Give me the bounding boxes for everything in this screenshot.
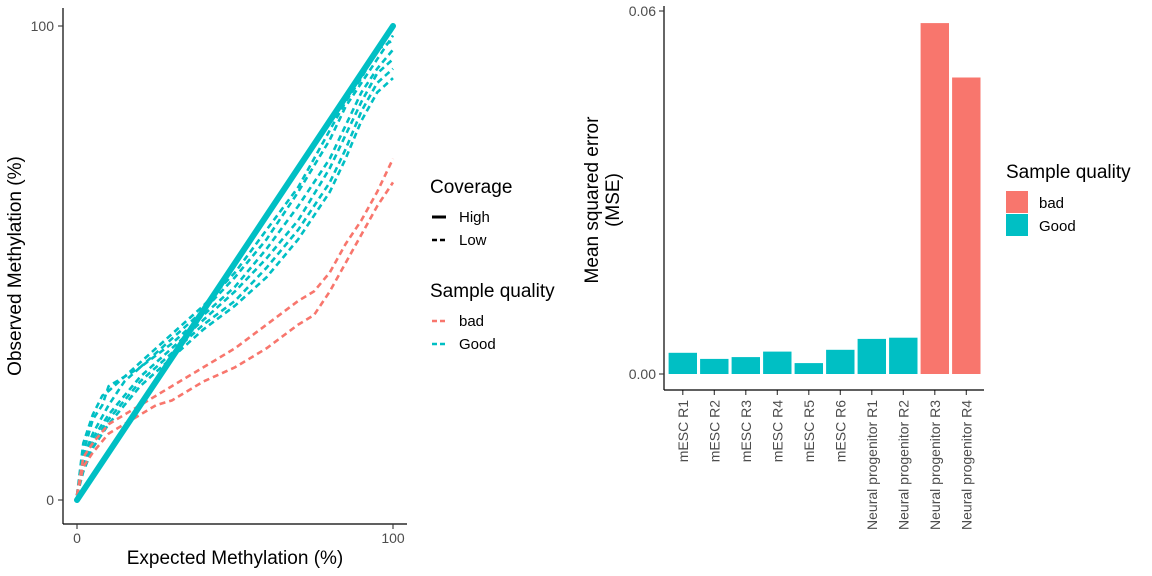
right-x-tick-label: Neural progenitor R4 bbox=[958, 400, 974, 530]
line-series-good-low bbox=[75, 58, 394, 496]
legend-label-high: High bbox=[459, 209, 490, 226]
bar-chart-legend: Sample quality bad Good bbox=[1006, 162, 1131, 236]
bar bbox=[763, 351, 792, 374]
right-x-tick-label: mESC R2 bbox=[706, 400, 722, 462]
bar bbox=[920, 23, 949, 374]
bar bbox=[668, 352, 697, 374]
line-series-bad-low bbox=[75, 158, 395, 496]
left-y-axis-title: Observed Methylation (%) bbox=[5, 156, 26, 376]
line-series-good-low bbox=[75, 77, 394, 496]
methylation-line-chart: 0 100 0 100 Expected Methylation (%) Obs… bbox=[5, 8, 555, 569]
legend-label-bad: bad bbox=[459, 313, 484, 330]
legend-swatch-good bbox=[1006, 214, 1028, 236]
mse-bar-chart: mESC R1 mESC R2 mESC R3 mESC R4 mESC R5 mESC … bbox=[582, 3, 1131, 530]
left-x-tick-label: 100 bbox=[381, 530, 405, 546]
legend-label-good: Good bbox=[459, 336, 496, 353]
line-series-good-high bbox=[74, 23, 396, 503]
left-x-tick-label: 0 bbox=[73, 530, 81, 546]
right-y-axis-title: Mean squared error bbox=[582, 116, 603, 284]
legend-title-sample-quality: Sample quality bbox=[430, 281, 555, 302]
bar-group bbox=[668, 23, 981, 374]
legend-label-low: Low bbox=[459, 232, 487, 249]
right-x-tick-label: Neural progenitor R3 bbox=[927, 400, 943, 530]
line-series-bad-low bbox=[75, 181, 395, 496]
right-x-tick-label: mESC R3 bbox=[738, 400, 754, 462]
right-x-tick-label: mESC R1 bbox=[675, 400, 691, 462]
bar bbox=[826, 349, 855, 374]
bar bbox=[952, 77, 981, 374]
right-x-tick-label: Neural progenitor R1 bbox=[864, 400, 880, 530]
bar bbox=[857, 338, 886, 374]
right-y-tick-label: 0.00 bbox=[629, 366, 656, 382]
bar bbox=[889, 337, 918, 374]
x-tick-group: mESC R1 mESC R2 mESC R3 mESC R4 mESC R5 mESC … bbox=[675, 390, 974, 530]
legend-label-bad: bad bbox=[1039, 195, 1064, 212]
left-y-tick-label: 0 bbox=[46, 492, 54, 508]
legend-title-sample-quality: Sample quality bbox=[1006, 162, 1131, 183]
bar bbox=[700, 358, 729, 374]
line-series-group bbox=[74, 23, 396, 503]
line-series-good-low bbox=[75, 48, 394, 496]
right-x-tick-label: mESC R4 bbox=[769, 400, 785, 462]
left-x-axis-title: Expected Methylation (%) bbox=[127, 548, 344, 569]
right-x-tick-label: Neural progenitor R2 bbox=[895, 400, 911, 530]
legend-title-coverage: Coverage bbox=[430, 177, 512, 198]
line-chart-legend: Coverage High Low Sample quality bad Goo… bbox=[430, 177, 555, 353]
bar bbox=[794, 363, 823, 374]
right-y-tick-label: 0.06 bbox=[629, 3, 656, 19]
bar bbox=[731, 357, 760, 374]
legend-swatch-bad bbox=[1006, 191, 1028, 213]
right-x-tick-label: mESC R5 bbox=[801, 400, 817, 462]
right-y-axis-title-line2: (MSE) bbox=[603, 173, 624, 227]
left-y-tick-label: 100 bbox=[31, 18, 55, 34]
right-x-tick-label: mESC R6 bbox=[832, 400, 848, 462]
legend-label-good: Good bbox=[1039, 218, 1076, 235]
